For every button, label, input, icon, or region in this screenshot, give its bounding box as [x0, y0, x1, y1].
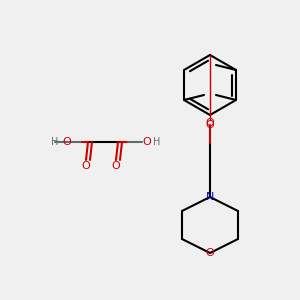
- Text: O: O: [206, 120, 214, 130]
- Text: O: O: [206, 248, 214, 258]
- Text: O: O: [206, 118, 214, 128]
- Text: O: O: [62, 137, 71, 147]
- Text: H: H: [51, 137, 59, 147]
- Text: H: H: [153, 137, 160, 147]
- Text: O: O: [142, 137, 151, 147]
- Text: O: O: [112, 161, 120, 171]
- Text: O: O: [82, 161, 90, 171]
- Text: N: N: [206, 192, 214, 202]
